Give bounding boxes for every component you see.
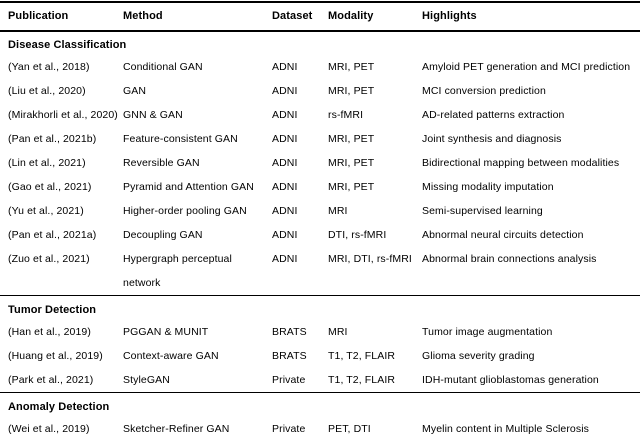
highlights-cell: Glioma severity grading bbox=[422, 350, 535, 362]
modality-cell: MRI, PET bbox=[328, 85, 375, 97]
modality-cell: MRI, PET bbox=[328, 181, 375, 193]
dataset-cell: BRATS bbox=[272, 326, 307, 338]
modality-cell: MRI bbox=[328, 205, 348, 217]
modality-cell: MRI, PET bbox=[328, 61, 375, 73]
dataset-cell: Private bbox=[272, 374, 306, 386]
table-row: (Mirakhorli et al., 2020) GNN & GAN ADNI rs… bbox=[0, 103, 640, 127]
publication-cell: (Lin et al., 2021) bbox=[8, 157, 86, 169]
highlights-cell: IDH-mutant glioblastomas generation bbox=[422, 374, 599, 386]
method-cell: Reversible GAN bbox=[123, 157, 200, 169]
publication-cell: (Yan et al., 2018) bbox=[8, 61, 90, 73]
col-header-dataset: Dataset bbox=[272, 2, 328, 32]
publication-cell: (Wei et al., 2019) bbox=[8, 423, 90, 435]
method-cell: Hypergraph perceptual network bbox=[123, 253, 232, 289]
method-cell: GNN & GAN bbox=[123, 109, 183, 121]
highlights-cell: Semi-supervised learning bbox=[422, 205, 543, 217]
highlights-cell: Amyloid PET generation and MCI predictio… bbox=[422, 61, 631, 73]
section-title: Disease Classification bbox=[8, 39, 127, 51]
publication-cell: (Huang et al., 2019) bbox=[8, 350, 103, 362]
table-row: (Park et al., 2021) StyleGAN Private T1, T2… bbox=[0, 368, 640, 393]
publication-cell: (Pan et al., 2021b) bbox=[8, 133, 97, 145]
method-cell: Decoupling GAN bbox=[123, 229, 203, 241]
modality-cell: MRI, PET bbox=[328, 157, 375, 169]
table-row: (Yan et al., 2018) Conditional GAN ADNI MRI… bbox=[0, 55, 640, 79]
modality-cell: MRI, PET bbox=[328, 133, 375, 145]
table-row: (Gao et al., 2021) Pyramid and Attention … bbox=[0, 175, 640, 199]
highlights-cell: Bidirectional mapping between modalities bbox=[422, 157, 620, 169]
method-cell: Higher-order pooling GAN bbox=[123, 205, 247, 217]
table-row: (Lin et al., 2021) Reversible GAN ADNI MRI,… bbox=[0, 151, 640, 175]
section-row: Tumor Detection bbox=[0, 295, 640, 320]
publication-cell: (Park et al., 2021) bbox=[8, 374, 94, 386]
section-title: Anomaly Detection bbox=[0, 392, 640, 417]
method-cell: Pyramid and Attention GAN bbox=[123, 181, 254, 193]
modality-cell: MRI bbox=[328, 326, 348, 338]
method-cell: PGGAN & MUNIT bbox=[123, 326, 209, 338]
col-header-modality: Modality bbox=[328, 2, 422, 32]
method-cell: GAN bbox=[123, 85, 147, 97]
method-cell: Sketcher-Refiner GAN bbox=[123, 423, 230, 435]
dataset-cell: ADNI bbox=[272, 253, 298, 265]
modality-cell: DTI, rs-fMRI bbox=[328, 229, 387, 241]
dataset-cell: ADNI bbox=[272, 181, 298, 193]
col-header-publication: Publication bbox=[0, 2, 123, 32]
section-row: Disease Classification bbox=[0, 31, 640, 55]
publication-cell: (Zuo et al., 2021) bbox=[8, 253, 90, 265]
table-row: (Pan et al., 2021a) Decoupling GAN ADNI DTI… bbox=[0, 223, 640, 247]
dataset-cell: ADNI bbox=[272, 229, 298, 241]
table-row: (Wei et al., 2019) Sketcher-Refiner GAN Pr… bbox=[0, 417, 640, 441]
highlights-cell: Abnormal brain connections analysis bbox=[422, 253, 597, 265]
dataset-cell: ADNI bbox=[272, 109, 298, 121]
highlights-cell: Missing modality imputation bbox=[422, 181, 554, 193]
dataset-cell: BRATS bbox=[272, 350, 307, 362]
highlights-cell: Joint synthesis and diagnosis bbox=[422, 133, 562, 145]
method-cell: StyleGAN bbox=[123, 374, 170, 386]
dataset-cell: ADNI bbox=[272, 205, 298, 217]
publication-cell: (Pan et al., 2021a) bbox=[8, 229, 97, 241]
method-cell: Conditional GAN bbox=[123, 61, 203, 73]
method-cell: Feature-consistent GAN bbox=[123, 133, 238, 145]
table-header-row: Publication Method Dataset Modality High… bbox=[0, 2, 640, 32]
modality-cell: T1, T2, FLAIR bbox=[328, 374, 396, 386]
table-row: (Liu et al., 2020) GAN ADNI MRI, PET MCI con… bbox=[0, 79, 640, 103]
publication-cell: (Han et al., 2019) bbox=[8, 326, 91, 338]
dataset-cell: ADNI bbox=[272, 85, 298, 97]
method-cell: Context-aware GAN bbox=[123, 350, 219, 362]
table-row: (Zuo et al., 2021) Hypergraph perceptual … bbox=[0, 247, 640, 296]
highlights-cell: MCI conversion prediction bbox=[422, 85, 546, 97]
dataset-cell: ADNI bbox=[272, 157, 298, 169]
highlights-cell: AD-related patterns extraction bbox=[422, 109, 565, 121]
modality-cell: MRI, DTI, rs-fMRI bbox=[328, 253, 412, 265]
dataset-cell: ADNI bbox=[272, 133, 298, 145]
dataset-cell: Private bbox=[272, 423, 306, 435]
section-title: Tumor Detection bbox=[0, 295, 640, 320]
publication-cell: (Mirakhorli et al., 2020) bbox=[8, 109, 118, 121]
highlights-cell: Tumor image augmentation bbox=[422, 326, 553, 338]
col-header-method: Method bbox=[123, 2, 272, 32]
table-row: (Pan et al., 2021b) Feature-consistent GA… bbox=[0, 127, 640, 151]
modality-cell: PET, DTI bbox=[328, 423, 371, 435]
col-header-highlights: Highlights bbox=[422, 2, 640, 32]
table-row: (Huang et al., 2019) Context-aware GAN BRA… bbox=[0, 344, 640, 368]
table-row: (Han et al., 2019) PGGAN & MUNIT BRATS MRI T… bbox=[0, 320, 640, 344]
highlights-cell: Abnormal neural circuits detection bbox=[422, 229, 584, 241]
modality-cell: T1, T2, FLAIR bbox=[328, 350, 396, 362]
section-row: Anomaly Detection bbox=[0, 392, 640, 417]
publication-cell: (Gao et al., 2021) bbox=[8, 181, 92, 193]
table-row: (Yu et al., 2021) Higher-order pooling GA… bbox=[0, 199, 640, 223]
dataset-cell: ADNI bbox=[272, 61, 298, 73]
modality-cell: rs-fMRI bbox=[328, 109, 364, 121]
publication-cell: (Yu et al., 2021) bbox=[8, 205, 84, 217]
highlights-cell: Myelin content in Multiple Sclerosis bbox=[422, 423, 590, 435]
publication-cell: (Liu et al., 2020) bbox=[8, 85, 86, 97]
